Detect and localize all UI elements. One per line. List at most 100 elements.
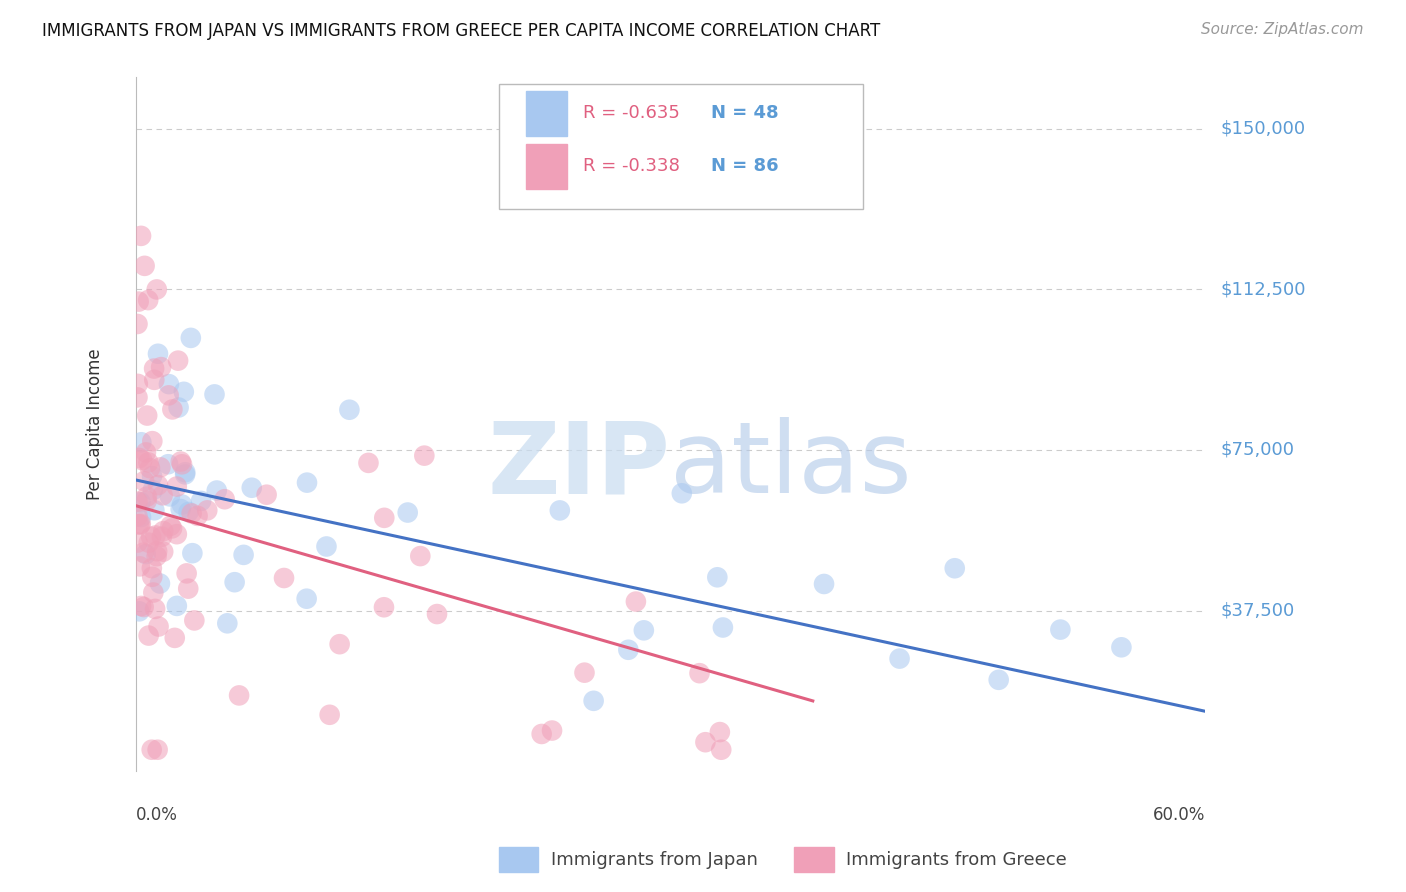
Text: Immigrants from Greece: Immigrants from Greece	[846, 851, 1067, 869]
Point	[138, 455, 160, 469]
Point	[709, 725, 731, 739]
Point	[426, 607, 449, 621]
Point	[162, 402, 184, 417]
Text: atlas: atlas	[671, 417, 912, 515]
Point	[149, 460, 172, 475]
Point	[129, 516, 152, 531]
Point	[195, 503, 218, 517]
Bar	[526, 91, 567, 136]
Point	[232, 548, 254, 562]
Text: Immigrants from Japan: Immigrants from Japan	[551, 851, 758, 869]
Point	[689, 666, 711, 681]
Text: $75,000: $75,000	[1220, 441, 1295, 459]
Point	[624, 594, 647, 608]
Text: R = -0.635: R = -0.635	[582, 104, 679, 122]
Point	[141, 743, 163, 757]
Point	[127, 494, 149, 508]
Point	[150, 530, 173, 544]
Point	[146, 743, 169, 757]
Point	[205, 483, 228, 498]
Bar	[526, 144, 567, 189]
Text: IMMIGRANTS FROM JAPAN VS IMMIGRANTS FROM GREECE PER CAPITA INCOME CORRELATION CH: IMMIGRANTS FROM JAPAN VS IMMIGRANTS FROM…	[42, 22, 880, 40]
Point	[170, 458, 193, 472]
Point	[318, 707, 340, 722]
Point	[240, 481, 263, 495]
Text: N = 48: N = 48	[711, 104, 779, 122]
Point	[143, 503, 166, 517]
Point	[217, 616, 239, 631]
Point	[943, 561, 966, 575]
Point	[166, 599, 188, 613]
Point	[135, 445, 157, 459]
Point	[159, 519, 181, 533]
Point	[145, 549, 167, 564]
Point	[146, 478, 169, 492]
Point	[710, 743, 733, 757]
Point	[295, 591, 318, 606]
Point	[141, 570, 163, 584]
Point	[187, 508, 209, 523]
Point	[157, 377, 180, 392]
Text: ZIP: ZIP	[488, 417, 671, 515]
Text: N = 86: N = 86	[711, 158, 779, 176]
Point	[127, 391, 149, 405]
Point	[148, 619, 170, 633]
Point	[129, 510, 152, 524]
Point	[127, 376, 149, 391]
Point	[135, 490, 157, 504]
Point	[145, 282, 167, 296]
Point	[150, 360, 173, 375]
Point	[135, 547, 157, 561]
Point	[273, 571, 295, 585]
Point	[157, 457, 180, 471]
Point	[127, 535, 149, 549]
Point	[128, 517, 150, 532]
Point	[135, 494, 157, 508]
Point	[129, 599, 152, 613]
Point	[143, 602, 166, 616]
Point	[128, 450, 150, 465]
Point	[180, 331, 202, 345]
Point	[574, 665, 596, 680]
Point	[339, 402, 361, 417]
Point	[530, 727, 553, 741]
Point	[143, 373, 166, 387]
Point	[671, 486, 693, 500]
Point	[315, 540, 337, 554]
Point	[295, 475, 318, 490]
Point	[152, 524, 174, 538]
Point	[373, 511, 395, 525]
Point	[695, 735, 717, 749]
Point	[183, 614, 205, 628]
Point	[706, 570, 728, 584]
Text: $37,500: $37,500	[1220, 601, 1295, 620]
FancyBboxPatch shape	[499, 85, 863, 210]
Point	[169, 502, 191, 516]
Text: Per Capita Income: Per Capita Income	[86, 349, 104, 500]
Point	[1049, 623, 1071, 637]
Point	[146, 347, 169, 361]
Point	[413, 449, 436, 463]
Point	[128, 604, 150, 618]
Text: $112,500: $112,500	[1220, 280, 1306, 299]
Point	[132, 600, 155, 615]
Point	[167, 401, 190, 415]
Point	[132, 546, 155, 560]
Point	[204, 387, 226, 401]
Point	[134, 474, 156, 488]
Point	[174, 465, 197, 479]
Point	[131, 435, 153, 450]
Point	[145, 528, 167, 542]
Text: 60.0%: 60.0%	[1153, 805, 1205, 824]
Point	[329, 637, 352, 651]
Point	[157, 388, 180, 402]
Point	[256, 488, 278, 502]
Point	[214, 492, 236, 507]
Point	[143, 361, 166, 376]
Point	[190, 494, 212, 508]
Point	[129, 228, 152, 243]
Point	[141, 434, 163, 449]
Text: R = -0.338: R = -0.338	[582, 158, 679, 176]
Point	[166, 527, 188, 541]
Point	[987, 673, 1010, 687]
